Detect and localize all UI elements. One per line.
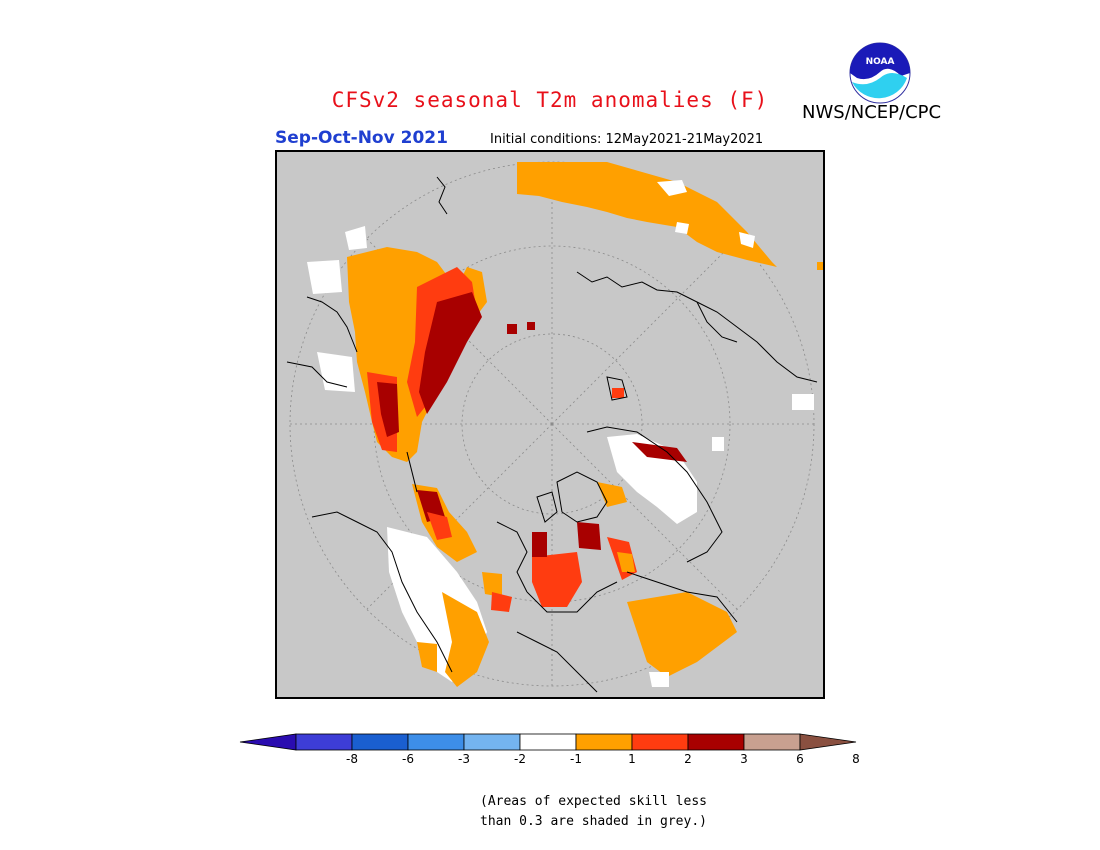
season-label: Sep-Oct-Nov 2021 [275,128,448,148]
legend-swatch [351,733,409,751]
skill-note-line1: (Areas of expected skill less [480,794,707,809]
latitude-circle-mid [373,245,731,603]
legend-arrow-high [799,733,857,751]
legend-swatch [743,733,801,751]
anomaly-region-small-patches [507,262,823,451]
color-legend [238,732,862,756]
legend-swatch [575,733,633,751]
legend-tick-label: -1 [570,752,582,766]
agency-label: NWS/NCEP/CPC [802,102,942,123]
skill-note-line2: than 0.3 are shaded in grey.) [480,814,707,829]
legend-tick-label: 3 [740,752,748,766]
noaa-logo-icon: NOAA [849,42,911,104]
anomaly-region-north-america [387,527,512,687]
legend-swatch [631,733,689,751]
initial-conditions-label: Initial conditions: 12May2021-21May2021 [490,132,764,147]
anomaly-region-east-asia [597,434,737,687]
legend-swatch [407,733,465,751]
anomaly-region-canada [532,522,637,607]
legend-tick-label: 1 [628,752,636,766]
legend-swatch [687,733,745,751]
legend-swatch [519,733,577,751]
legend-swatch [463,733,521,751]
color-legend-bar [239,733,857,751]
legend-tick-label: -3 [458,752,470,766]
legend-tick-label: 8 [852,752,860,766]
map-title: CFSv2 seasonal T2m anomalies (F) [331,88,769,112]
legend-tick-label: 6 [796,752,804,766]
legend-tick-label: 2 [684,752,692,766]
noaa-logo-text: NOAA [866,57,895,67]
coastlines [286,176,818,693]
legend-arrow-low [239,733,297,751]
legend-tick-label: -2 [514,752,526,766]
anomaly-region-europe [307,226,487,462]
legend-tick-label: -6 [402,752,414,766]
skill-note: (Areas of expected skill less than 0.3 a… [480,792,707,832]
legend-tick-label: -8 [346,752,358,766]
polar-map [275,150,825,699]
anomaly-region-siberia [517,162,777,267]
polar-map-svg [286,161,823,693]
legend-swatch [295,733,353,751]
anomaly-region-north-atlantic [412,484,477,562]
